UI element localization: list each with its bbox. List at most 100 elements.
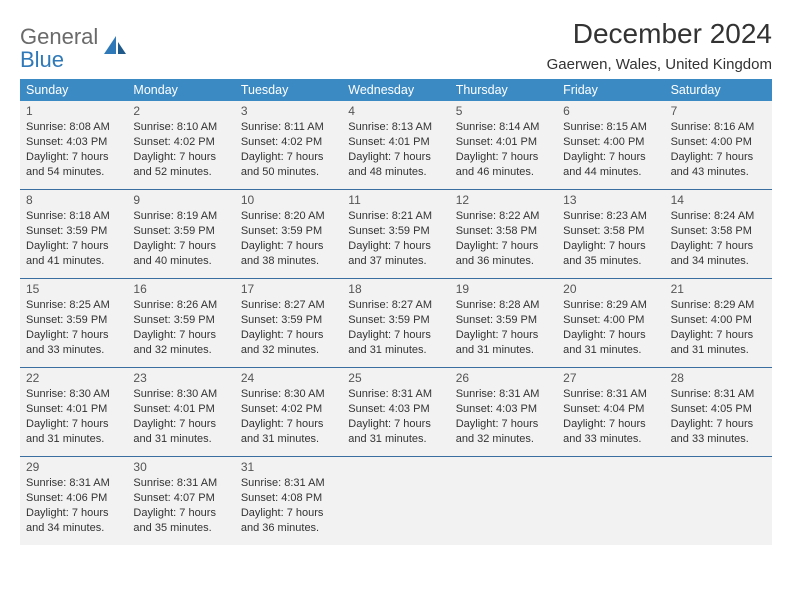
daylight-text: and 33 minutes. (563, 432, 658, 447)
day-number: 17 (241, 282, 336, 296)
daylight-text: Daylight: 7 hours (348, 150, 443, 165)
sunrise-text: Sunrise: 8:29 AM (563, 298, 658, 313)
day-number: 16 (133, 282, 228, 296)
calendar-day-cell: 22Sunrise: 8:30 AMSunset: 4:01 PMDayligh… (20, 368, 127, 456)
sunrise-text: Sunrise: 8:31 AM (26, 476, 121, 491)
sunset-text: Sunset: 3:59 PM (241, 313, 336, 328)
calendar-day-cell: 30Sunrise: 8:31 AMSunset: 4:07 PMDayligh… (127, 457, 234, 545)
calendar-day-cell: 9Sunrise: 8:19 AMSunset: 3:59 PMDaylight… (127, 190, 234, 278)
calendar-blank-cell (450, 457, 557, 545)
sunrise-text: Sunrise: 8:16 AM (671, 120, 766, 135)
sunrise-text: Sunrise: 8:31 AM (348, 387, 443, 402)
sunrise-text: Sunrise: 8:29 AM (671, 298, 766, 313)
daylight-text: Daylight: 7 hours (133, 150, 228, 165)
sunset-text: Sunset: 3:59 PM (26, 313, 121, 328)
daylight-text: Daylight: 7 hours (456, 150, 551, 165)
calendar-blank-cell (665, 457, 772, 545)
day-number: 10 (241, 193, 336, 207)
sunrise-text: Sunrise: 8:18 AM (26, 209, 121, 224)
daylight-text: Daylight: 7 hours (671, 328, 766, 343)
daylight-text: Daylight: 7 hours (348, 328, 443, 343)
sunrise-text: Sunrise: 8:28 AM (456, 298, 551, 313)
daylight-text: Daylight: 7 hours (241, 417, 336, 432)
calendar-day-cell: 28Sunrise: 8:31 AMSunset: 4:05 PMDayligh… (665, 368, 772, 456)
calendar-day-cell: 5Sunrise: 8:14 AMSunset: 4:01 PMDaylight… (450, 101, 557, 189)
calendar-day-cell: 11Sunrise: 8:21 AMSunset: 3:59 PMDayligh… (342, 190, 449, 278)
daylight-text: Daylight: 7 hours (26, 239, 121, 254)
sunset-text: Sunset: 4:01 PM (133, 402, 228, 417)
weekday-header: Wednesday (342, 79, 449, 101)
sunrise-text: Sunrise: 8:31 AM (671, 387, 766, 402)
weeks-container: 1Sunrise: 8:08 AMSunset: 4:03 PMDaylight… (20, 101, 772, 545)
sunset-text: Sunset: 3:58 PM (671, 224, 766, 239)
month-title: December 2024 (547, 18, 772, 50)
sunset-text: Sunset: 4:01 PM (348, 135, 443, 150)
day-number: 1 (26, 104, 121, 118)
sunrise-text: Sunrise: 8:30 AM (26, 387, 121, 402)
logo-text-general: General (20, 24, 98, 49)
sunset-text: Sunset: 4:01 PM (26, 402, 121, 417)
sunset-text: Sunset: 4:00 PM (563, 135, 658, 150)
sunrise-text: Sunrise: 8:24 AM (671, 209, 766, 224)
calendar-week-row: 8Sunrise: 8:18 AMSunset: 3:59 PMDaylight… (20, 190, 772, 279)
daylight-text: and 31 minutes. (348, 432, 443, 447)
calendar-day-cell: 31Sunrise: 8:31 AMSunset: 4:08 PMDayligh… (235, 457, 342, 545)
calendar-day-cell: 4Sunrise: 8:13 AMSunset: 4:01 PMDaylight… (342, 101, 449, 189)
day-number: 14 (671, 193, 766, 207)
calendar-day-cell: 26Sunrise: 8:31 AMSunset: 4:03 PMDayligh… (450, 368, 557, 456)
calendar-day-cell: 24Sunrise: 8:30 AMSunset: 4:02 PMDayligh… (235, 368, 342, 456)
calendar-day-cell: 25Sunrise: 8:31 AMSunset: 4:03 PMDayligh… (342, 368, 449, 456)
sunrise-text: Sunrise: 8:20 AM (241, 209, 336, 224)
daylight-text: and 34 minutes. (26, 521, 121, 536)
daylight-text: and 52 minutes. (133, 165, 228, 180)
sunset-text: Sunset: 3:58 PM (563, 224, 658, 239)
logo: General Blue (20, 18, 128, 72)
day-number: 6 (563, 104, 658, 118)
day-number: 2 (133, 104, 228, 118)
day-number: 3 (241, 104, 336, 118)
calendar-day-cell: 27Sunrise: 8:31 AMSunset: 4:04 PMDayligh… (557, 368, 664, 456)
day-number: 15 (26, 282, 121, 296)
daylight-text: Daylight: 7 hours (563, 150, 658, 165)
daylight-text: Daylight: 7 hours (26, 417, 121, 432)
sunrise-text: Sunrise: 8:31 AM (563, 387, 658, 402)
day-number: 4 (348, 104, 443, 118)
sunset-text: Sunset: 3:59 PM (133, 313, 228, 328)
calendar-day-cell: 20Sunrise: 8:29 AMSunset: 4:00 PMDayligh… (557, 279, 664, 367)
daylight-text: and 40 minutes. (133, 254, 228, 269)
daylight-text: Daylight: 7 hours (671, 239, 766, 254)
day-number: 27 (563, 371, 658, 385)
sunrise-text: Sunrise: 8:21 AM (348, 209, 443, 224)
sunset-text: Sunset: 4:02 PM (241, 402, 336, 417)
daylight-text: and 31 minutes. (133, 432, 228, 447)
sunset-text: Sunset: 4:04 PM (563, 402, 658, 417)
title-block: December 2024 Gaerwen, Wales, United Kin… (547, 18, 772, 73)
calendar-day-cell: 23Sunrise: 8:30 AMSunset: 4:01 PMDayligh… (127, 368, 234, 456)
sunset-text: Sunset: 4:08 PM (241, 491, 336, 506)
sunrise-text: Sunrise: 8:14 AM (456, 120, 551, 135)
sunset-text: Sunset: 4:06 PM (26, 491, 121, 506)
sunset-text: Sunset: 3:59 PM (133, 224, 228, 239)
daylight-text: and 32 minutes. (133, 343, 228, 358)
daylight-text: and 31 minutes. (456, 343, 551, 358)
daylight-text: Daylight: 7 hours (456, 417, 551, 432)
sunset-text: Sunset: 3:59 PM (348, 224, 443, 239)
calendar-week-row: 15Sunrise: 8:25 AMSunset: 3:59 PMDayligh… (20, 279, 772, 368)
daylight-text: Daylight: 7 hours (241, 506, 336, 521)
daylight-text: Daylight: 7 hours (133, 239, 228, 254)
calendar-blank-cell (557, 457, 664, 545)
daylight-text: and 44 minutes. (563, 165, 658, 180)
daylight-text: Daylight: 7 hours (133, 328, 228, 343)
day-number: 11 (348, 193, 443, 207)
weekday-header-row: SundayMondayTuesdayWednesdayThursdayFrid… (20, 79, 772, 101)
daylight-text: and 43 minutes. (671, 165, 766, 180)
daylight-text: and 35 minutes. (133, 521, 228, 536)
day-number: 21 (671, 282, 766, 296)
daylight-text: and 33 minutes. (26, 343, 121, 358)
day-number: 8 (26, 193, 121, 207)
day-number: 29 (26, 460, 121, 474)
sunset-text: Sunset: 3:59 PM (348, 313, 443, 328)
day-number: 12 (456, 193, 551, 207)
sunset-text: Sunset: 3:58 PM (456, 224, 551, 239)
daylight-text: Daylight: 7 hours (26, 150, 121, 165)
